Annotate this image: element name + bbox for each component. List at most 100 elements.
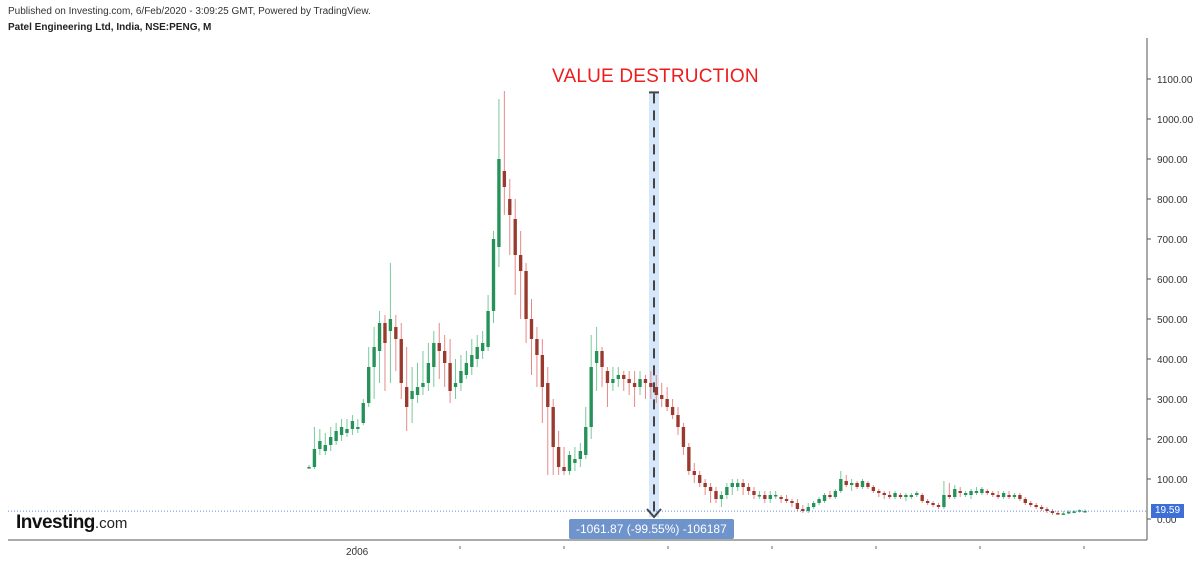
candle-body — [421, 383, 425, 387]
candle-body — [980, 489, 984, 493]
candle-body — [795, 503, 800, 509]
measure-tool[interactable] — [646, 91, 662, 519]
candle-body — [1001, 493, 1006, 497]
candle-body — [339, 427, 344, 435]
candle-body — [839, 479, 843, 491]
candle-body — [855, 483, 859, 487]
candle-body — [757, 495, 762, 497]
candle-body — [974, 491, 979, 493]
candle-body — [649, 383, 653, 387]
candle-body — [828, 495, 832, 497]
candle-body — [996, 495, 1000, 497]
candle-body — [453, 383, 458, 387]
candle-body — [942, 495, 946, 507]
candle-body — [475, 347, 479, 359]
candle-body — [437, 343, 441, 351]
candle-body — [692, 471, 696, 475]
candle-body — [871, 487, 876, 491]
candle-body — [752, 491, 756, 495]
brand-suffix: .com — [94, 515, 128, 532]
y-tick-label: 400.00 — [1157, 355, 1188, 366]
candle-body — [426, 363, 431, 383]
candle-body — [741, 483, 745, 487]
candle-body — [801, 509, 805, 511]
candle-body — [307, 467, 311, 469]
candle-body — [909, 495, 914, 497]
candle-body — [611, 379, 615, 383]
candle-body — [643, 379, 648, 383]
candle-body — [578, 451, 583, 459]
candle-body — [518, 255, 523, 271]
candle-body — [432, 343, 436, 367]
candle-body — [388, 319, 393, 331]
candle-body — [513, 219, 517, 255]
candle-body — [681, 427, 686, 447]
candle-body — [714, 491, 718, 499]
candle-body — [670, 407, 675, 415]
candle-body — [350, 421, 355, 429]
candle-body — [931, 503, 935, 505]
candle-body — [763, 495, 767, 499]
candle-body — [318, 441, 322, 449]
candle-body — [367, 367, 371, 403]
candle-body — [958, 491, 962, 493]
candle-body — [1067, 511, 1071, 514]
symbol-title: Patel Engineering Ltd, India, NSE:PENG, … — [8, 22, 212, 33]
candle-body — [1056, 513, 1060, 515]
axes: 0.00 100.00 200.00 300.00 400.00 500.00 600.00… — [8, 38, 1194, 558]
y-tick-label: 1100.00 — [1157, 75, 1193, 86]
candle-body — [963, 493, 968, 495]
candle-body — [947, 495, 952, 497]
y-tick-label: 900.00 — [1157, 155, 1188, 166]
candle-body — [480, 343, 485, 351]
candle-body — [556, 447, 561, 467]
candle-body — [746, 487, 751, 491]
candle-body — [399, 339, 403, 383]
candle-body — [605, 371, 610, 383]
candle-body — [524, 271, 528, 319]
candle-body — [377, 323, 382, 351]
candle-body — [551, 407, 555, 447]
candle-body — [736, 483, 740, 487]
candle-body — [698, 475, 702, 483]
candle-body — [584, 427, 588, 455]
candle-body — [806, 507, 810, 511]
candle-body — [790, 501, 794, 503]
candle-body — [589, 367, 593, 427]
candle-body — [594, 351, 599, 363]
candle-body — [730, 483, 734, 487]
candle-body — [616, 375, 620, 379]
candle-body — [383, 323, 387, 343]
candle-body — [442, 351, 447, 363]
candle-body — [627, 379, 631, 383]
candle-body — [654, 387, 658, 395]
x-tick-label: 2006 — [346, 547, 369, 558]
candle-body — [497, 159, 501, 247]
candle-body — [768, 495, 772, 499]
candle-body — [562, 467, 566, 471]
candle-body — [345, 429, 349, 433]
candle-body — [882, 493, 886, 495]
candle-body — [887, 495, 892, 497]
candle-body — [915, 493, 919, 495]
candle-body — [817, 499, 821, 503]
candle-body — [860, 481, 865, 487]
measure-arrowhead — [646, 508, 662, 519]
candle-body — [676, 415, 680, 427]
candle-body — [529, 319, 534, 339]
candle-body — [703, 483, 707, 487]
y-tick-label: 100.00 — [1157, 475, 1188, 486]
y-tick-label: 200.00 — [1157, 435, 1188, 446]
candle-body — [567, 455, 572, 471]
published-credit: Published on Investing.com, 6/Feb/2020 -… — [8, 6, 371, 17]
candle-body — [844, 481, 848, 485]
candle-body — [356, 427, 360, 429]
candle-body — [779, 497, 783, 499]
candle-body — [1039, 507, 1044, 509]
candle-body — [925, 501, 930, 503]
candle-body — [1045, 509, 1049, 511]
candle-body — [535, 339, 539, 355]
investing-logo: Investing.com — [16, 512, 127, 534]
candle-body — [638, 379, 642, 387]
